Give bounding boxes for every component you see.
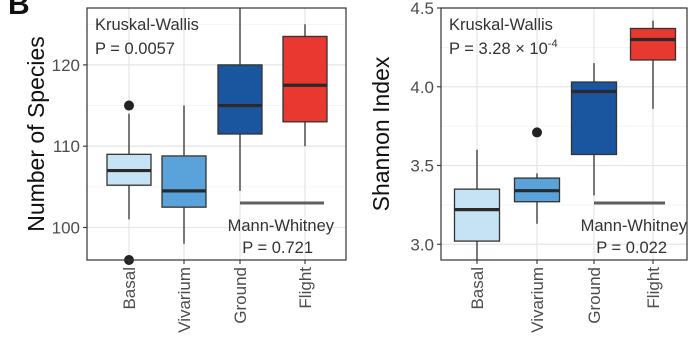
iqr-box [161,155,207,208]
boxplot-basal [453,149,501,260]
iqr-box [629,27,677,61]
plot-border [440,7,688,261]
boxplot-flight [282,24,328,147]
y-tick-label: 110 [53,137,80,156]
mann-whitney-p: P = 0.022 [596,239,667,257]
boxplot-flight [629,20,677,109]
x-tick-label: Vivarium [528,267,547,333]
iqr-box [570,81,618,156]
y-tick-label: 120 [52,56,80,75]
kruskal-wallis-p: P = 3.28 × 10-4 [449,38,558,58]
outlier-point [124,100,134,111]
shannon-index-chart: Kruskal-Wallis P = 3.28 × 10-4 Mann-Whit… [368,0,688,333]
x-tick-label: Basal [120,267,139,310]
y-axis-ticks: 3.0 3.5 4.0 4.5 [410,0,441,254]
y-axis-title: Shannon Index [368,56,394,211]
x-axis-ticks: Basal Vivarium Ground Flight [468,260,663,333]
boxplot-vivarium [513,127,561,224]
boxplot-basal [106,100,152,265]
boxplot-ground [217,8,263,191]
x-axis-ticks: Basal Vivarium Ground Flight [120,260,315,333]
panel-label: B [8,0,30,21]
boxplots [453,20,677,260]
boxplot-vivarium [161,105,207,244]
boxplots [106,8,328,265]
boxplot-ground [570,63,618,196]
y-tick-label: 100 [52,218,80,237]
plot-border [86,7,347,261]
y-axis-title: Number of Species [23,36,49,232]
kruskal-wallis-label: Kruskal-Wallis [449,16,553,34]
x-tick-label: Basal [468,267,487,310]
mann-whitney-label: Mann-Whitney [228,217,335,235]
kruskal-wallis-p-exponent: -4 [548,38,558,50]
y-axis-ticks: 100 110 120 [52,56,87,237]
iqr-box [282,35,328,123]
y-tick-label: 4.0 [410,78,434,97]
x-tick-label: Ground [585,267,604,324]
mann-whitney-p: P = 0.721 [242,239,313,257]
iqr-box [453,188,501,242]
kruskal-wallis-label: Kruskal-Wallis [95,16,199,34]
iqr-box [217,64,263,135]
x-tick-label: Flight [296,267,315,309]
x-tick-label: Flight [644,267,663,309]
y-tick-label: 3.5 [410,157,434,176]
y-tick-label: 3.0 [410,235,434,254]
x-tick-label: Vivarium [175,267,194,333]
y-tick-label: 4.5 [410,0,434,18]
kruskal-wallis-p-value: P = 3.28 × 10 [449,40,548,58]
outlier-point [532,127,542,138]
kruskal-wallis-p: P = 0.0057 [95,40,175,58]
species-richness-chart: Kruskal-Wallis P = 0.0057 Mann-Whitney P… [23,7,347,333]
x-tick-label: Ground [231,267,250,324]
mann-whitney-label: Mann-Whitney [581,217,688,235]
